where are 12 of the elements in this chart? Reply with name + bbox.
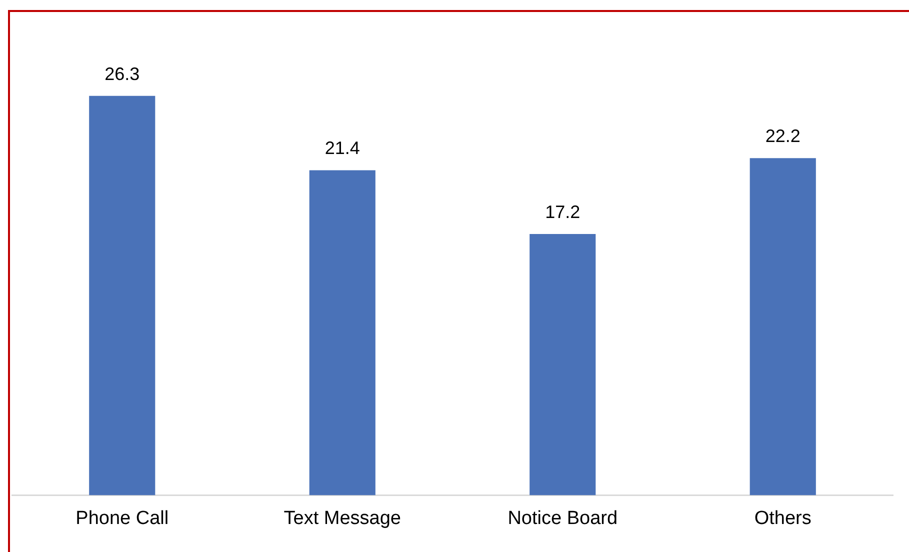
bar — [89, 96, 156, 496]
bar — [530, 234, 596, 496]
bar — [309, 170, 376, 496]
data-label: 21.4 — [324, 138, 360, 158]
x-tick-label: Notice Board — [508, 508, 618, 529]
x-tick-label: Phone Call — [76, 508, 169, 529]
data-label: 26.3 — [104, 64, 140, 84]
x-tick-label: Text Message — [284, 508, 401, 529]
data-label: 22.2 — [765, 126, 800, 146]
data-label: 17.2 — [545, 202, 580, 222]
x-tick-label: Others — [754, 508, 812, 529]
bar — [750, 158, 816, 496]
